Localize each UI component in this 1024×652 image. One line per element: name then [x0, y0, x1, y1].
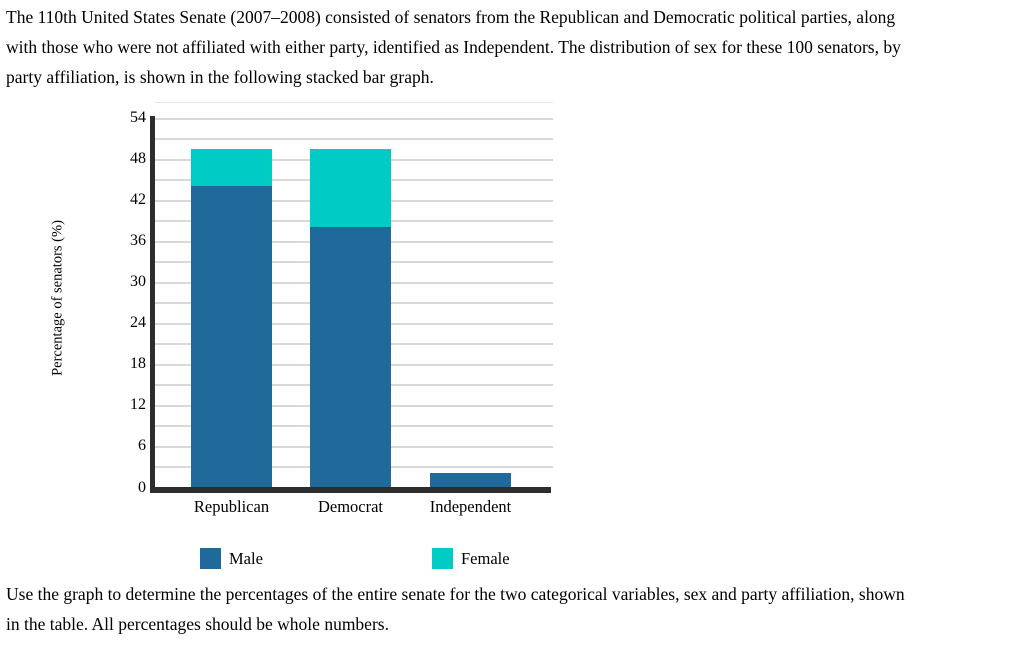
gridline [155, 138, 553, 141]
x-axis-line [150, 487, 551, 493]
problem-intro: The 110th United States Senate (2007–200… [6, 2, 901, 92]
y-tick-label: 48 [130, 150, 146, 168]
x-category-label-democrat: Democrat [317, 497, 384, 516]
bar-republican-female [191, 148, 272, 187]
x-category-label-independent: Independent [429, 497, 512, 516]
gridline [155, 117, 553, 120]
y-tick-label: 42 [130, 191, 146, 209]
bar-independent-male [430, 473, 511, 487]
y-tick-label: 54 [130, 109, 146, 127]
male-legend-swatch [200, 548, 221, 569]
legend-item-male: Male [200, 548, 263, 569]
problem-footer: Use the graph to determine the percentag… [6, 579, 905, 639]
bar-democrat-female [310, 148, 391, 228]
intro-line-1: The 110th United States Senate (2007–200… [6, 7, 896, 27]
y-tick-label: 12 [130, 396, 146, 414]
y-axis-title: Percentage of senators (%) [49, 220, 66, 376]
y-axis-line [150, 116, 155, 493]
stacked-bar-chart: Percentage of senators (%) 0 6 12 18 24 30 36 4… [0, 100, 660, 585]
y-tick-label: 6 [138, 437, 146, 455]
legend-label-male: Male [229, 548, 263, 568]
intro-line-2: with those who were not affiliated with … [6, 37, 901, 57]
legend-label-female: Female [461, 548, 510, 568]
bar-democrat-male [310, 227, 391, 487]
y-tick-label: 30 [130, 273, 146, 291]
footer-line-2: in the table. All percentages should be … [6, 614, 389, 634]
bar-republican-male [191, 186, 272, 487]
footer-line-1: Use the graph to determine the percentag… [6, 584, 905, 604]
plot-area [155, 102, 553, 489]
x-category-label-republican: Republican [193, 497, 270, 516]
intro-line-3: party affiliation, is shown in the follo… [6, 67, 434, 87]
legend-item-female: Female [432, 548, 510, 569]
female-legend-swatch [432, 548, 453, 569]
y-tick-label: 18 [130, 355, 146, 373]
y-tick-label: 24 [130, 314, 146, 332]
y-tick-label: 0 [138, 478, 146, 496]
y-tick-label: 36 [130, 232, 146, 250]
